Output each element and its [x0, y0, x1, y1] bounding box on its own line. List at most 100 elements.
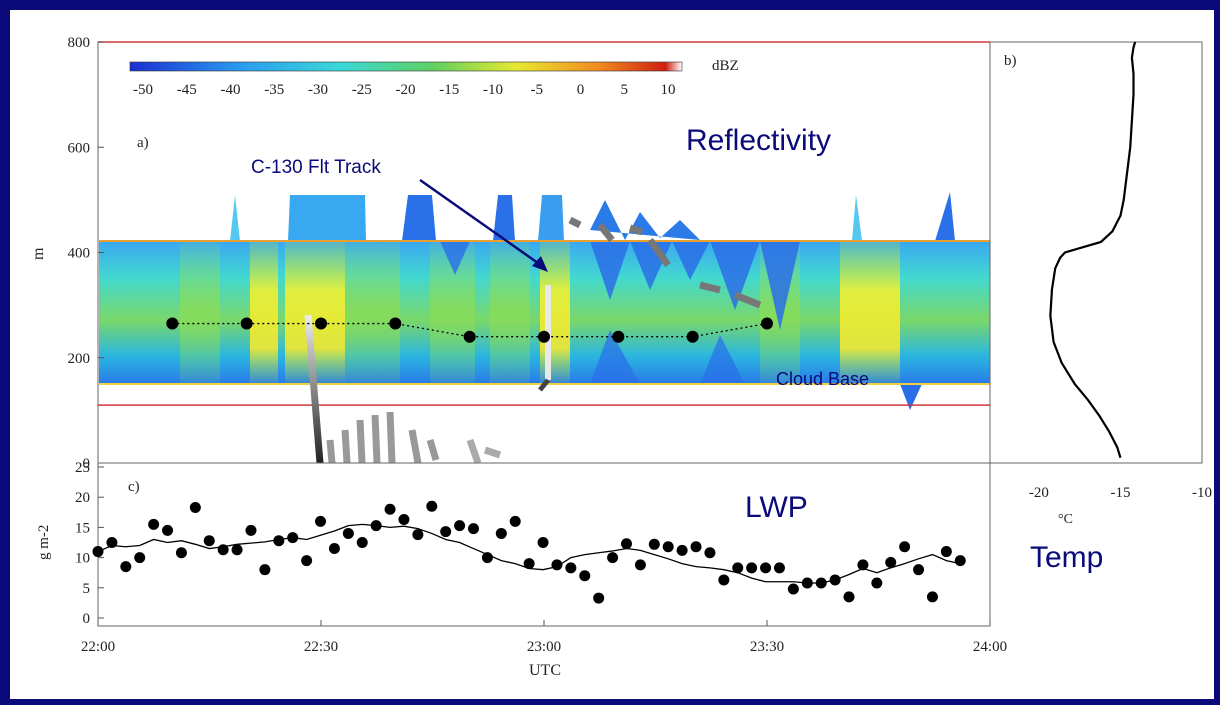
lwp-point	[370, 520, 382, 532]
lwp-point	[940, 546, 952, 558]
cloud-base-label: Cloud Base	[776, 369, 869, 389]
cloud-base-point	[389, 317, 402, 330]
lwp-point	[440, 526, 452, 538]
x-tick-label: -15	[1110, 485, 1130, 501]
cloud-base-point	[686, 330, 699, 343]
lwp-point	[773, 562, 785, 574]
cloud-base-dotted-line	[172, 322, 768, 338]
x-tick-label: 22:00	[81, 639, 115, 655]
y-tick-label: 0	[83, 456, 91, 472]
panel-c-x-tick-labels: 22:00 22:30 23:00 23:30 24:00	[81, 620, 1007, 655]
colorbar-tick-label: -50	[133, 82, 153, 98]
panel-b-x-tick-labels: -20 -15 -10	[1029, 485, 1212, 501]
lwp-point	[148, 518, 160, 530]
colorbar-tick-label: -40	[221, 82, 241, 98]
low-dbz-region	[700, 335, 745, 384]
lwp-point	[217, 544, 229, 556]
lwp-title: LWP	[745, 491, 808, 524]
lwp-point	[843, 591, 855, 603]
flight-track-streaks	[304, 216, 762, 465]
lwp-point	[175, 547, 187, 559]
lwp-point	[92, 546, 104, 558]
lwp-point	[384, 503, 396, 515]
panel-c-y-tick-labels: 25 20 15 10 5 0	[75, 460, 104, 627]
lwp-point	[565, 562, 577, 574]
y-tick-label: 400	[68, 246, 91, 262]
lwp-point	[301, 555, 313, 567]
lwp-point	[579, 570, 591, 582]
lwp-point	[815, 577, 827, 589]
colorbar-tick-label: 5	[621, 82, 629, 98]
colorbar-label: dBZ	[712, 58, 739, 74]
colorbar-tick-label: -20	[396, 82, 416, 98]
colorbar-tick-label: -15	[439, 82, 459, 98]
panel-a-y-label: m	[30, 247, 47, 260]
temp-title: Temp	[1030, 541, 1103, 574]
high-dbz-region	[840, 241, 900, 384]
high-dbz-region	[250, 241, 278, 384]
lwp-point	[468, 523, 480, 535]
high-dbz-region	[180, 241, 220, 384]
lwp-point	[315, 515, 327, 527]
colorbar-tick-label: -35	[264, 82, 284, 98]
lwp-points	[92, 500, 966, 604]
cloud-base-point	[315, 317, 327, 330]
x-tick-label: 24:00	[973, 639, 1007, 655]
lwp-point	[259, 564, 271, 576]
y-tick-label: 0	[83, 611, 91, 627]
lwp-point	[620, 538, 632, 550]
cloud-turret	[288, 195, 366, 241]
colorbar-tick-labels: -50 -45 -40 -35 -30 -25 -20 -15 -10 -5 0 5 10	[133, 82, 676, 98]
lwp-point	[134, 552, 146, 564]
lwp-point	[760, 562, 772, 574]
lwp-point	[509, 515, 521, 527]
lwp-point	[342, 527, 354, 539]
lwp-point	[732, 562, 744, 574]
panel-c-x-label: UTC	[529, 662, 561, 679]
cloud-base-point	[463, 330, 476, 343]
panel-b-tag: b)	[1004, 53, 1017, 69]
temperature-profile	[1049, 41, 1137, 459]
cloud-turret	[852, 195, 862, 241]
high-dbz-region	[540, 241, 570, 384]
low-dbz-region	[440, 241, 470, 275]
cloud-base-point	[761, 317, 773, 330]
colorbar-tick-label: 0	[577, 82, 585, 98]
cloud-turret	[935, 192, 955, 241]
panel-b-temperature: b) -20 -15 -10 °C Temp	[989, 41, 1212, 574]
panel-b-frame	[989, 41, 1203, 464]
lwp-point	[690, 541, 702, 553]
x-tick-label: 23:30	[750, 639, 784, 655]
panel-b-x-label: °C	[1058, 512, 1073, 527]
low-dbz-region	[590, 330, 640, 384]
lwp-point	[857, 559, 869, 571]
low-dbz-region	[900, 384, 922, 410]
lwp-point	[245, 524, 257, 536]
lwp-point	[426, 500, 438, 512]
y-tick-label: 5	[83, 581, 91, 597]
lwp-point	[607, 552, 619, 564]
lwp-point	[356, 537, 368, 548]
colorbar-tick-label: -10	[483, 82, 503, 98]
arrow-head	[532, 256, 548, 272]
y-tick-label: 20	[75, 490, 90, 506]
lwp-point	[162, 524, 174, 536]
colorbar-tick-label: -45	[177, 82, 197, 98]
lwp-point	[801, 577, 813, 589]
y-tick-label: 15	[75, 520, 90, 536]
y-tick-label: 25	[75, 460, 90, 476]
colorbar-tick-label: -25	[352, 82, 372, 98]
x-tick-label: 22:30	[304, 639, 338, 655]
lwp-point	[412, 529, 424, 541]
lwp-point	[231, 544, 243, 556]
x-tick-label: -10	[1192, 485, 1212, 501]
lwp-point	[481, 552, 493, 564]
lwp-point	[648, 538, 660, 550]
panel-c-y-label: g m-2	[36, 525, 52, 560]
lwp-point	[273, 535, 285, 547]
cloud-base-points	[166, 317, 773, 343]
lwp-point	[495, 527, 507, 539]
